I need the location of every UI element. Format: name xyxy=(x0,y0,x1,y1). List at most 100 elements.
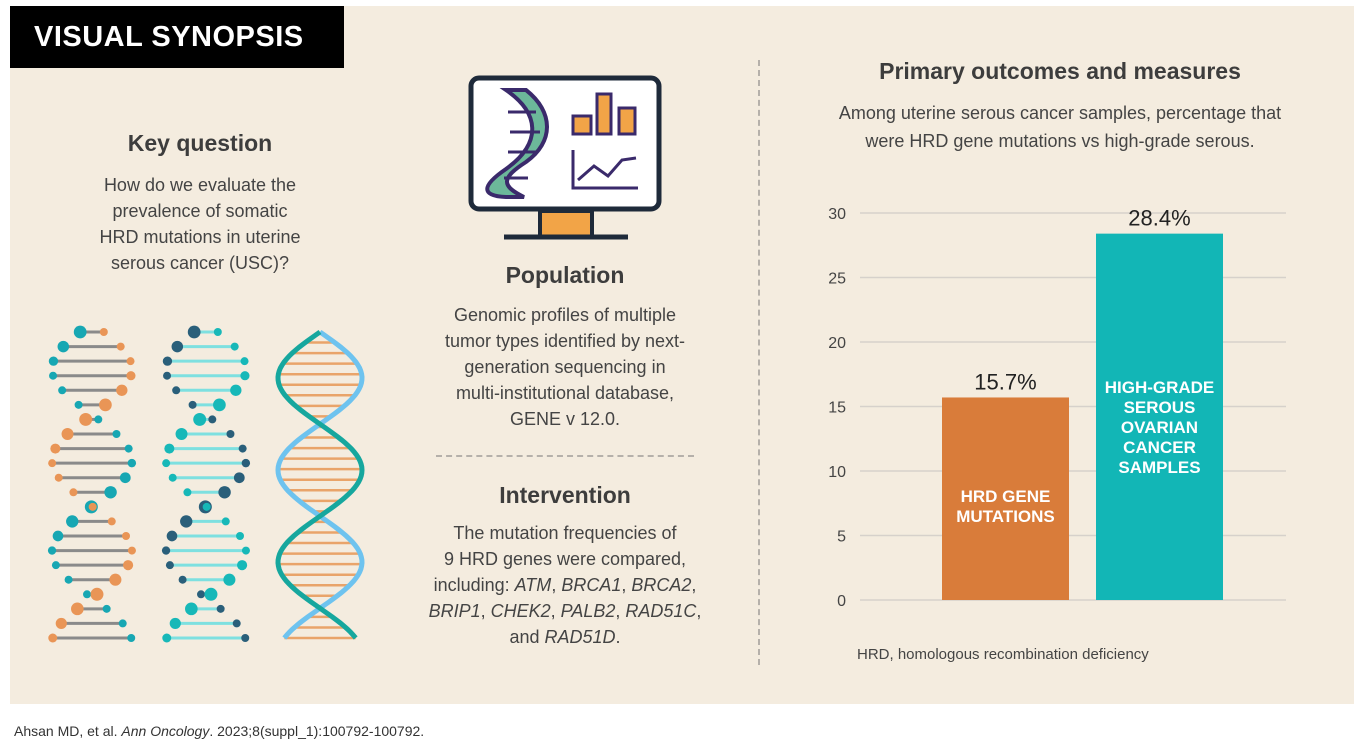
bar xyxy=(1096,233,1223,600)
dna-base xyxy=(218,486,231,499)
population-line: GENE v 12.0. xyxy=(509,409,621,429)
dna-base xyxy=(223,573,236,586)
dna-base xyxy=(208,415,217,424)
dna-base xyxy=(83,590,92,599)
dna-base xyxy=(241,458,251,468)
outcomes-subtitle: Among uterine serous cancer samples, per… xyxy=(780,99,1340,155)
dna-base xyxy=(168,473,177,482)
population-line: tumor types identified by next- xyxy=(444,331,686,351)
y-tick-label: 25 xyxy=(828,271,846,288)
dna-base xyxy=(118,619,127,628)
bar-category-label: HIGH-GRADE SEROUS OVARIAN CANCER SAMPLES xyxy=(1104,377,1215,477)
dna-base xyxy=(221,517,230,526)
gene-name: RAD51C xyxy=(625,601,697,621)
dna-base xyxy=(71,602,84,616)
dna-base xyxy=(107,517,116,526)
intervention-and: and xyxy=(509,627,540,647)
dna-base xyxy=(180,515,193,528)
dna-base xyxy=(127,634,136,642)
dna-base xyxy=(161,546,171,555)
y-tick-label: 10 xyxy=(828,464,846,481)
dna-base xyxy=(175,428,188,440)
gene-name: PALB2 xyxy=(560,601,616,621)
dna-base xyxy=(52,530,64,542)
dna-base xyxy=(164,443,175,454)
dna-base xyxy=(178,575,187,584)
visual-synopsis-badge: VISUAL SYNOPSIS xyxy=(10,6,344,68)
dna-base xyxy=(185,602,198,616)
y-tick-label: 30 xyxy=(828,206,846,223)
dna-base xyxy=(74,400,83,409)
dna-base xyxy=(237,560,248,571)
dna-base xyxy=(236,532,245,540)
dna-base xyxy=(54,473,63,482)
dna-base xyxy=(233,472,245,484)
dna-base xyxy=(226,430,235,438)
bar-value-label: 28.4% xyxy=(1128,206,1190,231)
dna-base xyxy=(172,386,181,395)
dna-strand xyxy=(275,329,365,640)
dna-strand xyxy=(275,329,365,640)
dna-base xyxy=(126,357,135,366)
dna-base xyxy=(183,488,192,497)
dna-base xyxy=(88,502,97,511)
key-question-line: serous cancer (USC)? xyxy=(110,253,290,273)
dna-base xyxy=(104,486,117,499)
dna-base xyxy=(64,575,73,584)
dna-base xyxy=(122,532,131,540)
intervention-end: . xyxy=(615,627,621,647)
dna-base xyxy=(116,384,128,396)
dna-base xyxy=(197,590,206,599)
dna-base xyxy=(50,443,61,454)
dna-base xyxy=(61,428,74,440)
dna-base xyxy=(47,546,57,555)
gene-name: BRCA2 xyxy=(631,575,692,595)
dna-base xyxy=(238,444,247,453)
bar xyxy=(942,397,1069,600)
gene-name: RAD51D xyxy=(544,627,616,647)
section-divider xyxy=(436,455,694,457)
dna-base xyxy=(51,561,60,570)
monitor-chart-icon xyxy=(468,75,662,240)
dna-base xyxy=(162,459,171,468)
dna-base xyxy=(126,371,136,381)
dna-base xyxy=(171,340,184,353)
population-line: generation sequencing in xyxy=(464,357,666,377)
gene-name: ATM xyxy=(514,575,552,595)
dna-base xyxy=(55,617,67,630)
dna-base xyxy=(162,356,173,366)
outcomes-subtitle-line: were HRD gene mutations vs high-grade se… xyxy=(865,131,1255,151)
intervention-genes-line: including: ATM, BRCA1, BRCA2, xyxy=(433,575,697,595)
outcomes-subtitle-line: Among uterine serous cancer samples, per… xyxy=(838,103,1282,123)
y-tick-label: 20 xyxy=(828,335,846,352)
intervention-title: Intervention xyxy=(499,482,631,508)
intervention-line: The mutation frequencies of xyxy=(453,523,677,543)
intervention-text: The mutation frequencies of 9 HRD genes … xyxy=(420,520,710,650)
key-question-line: How do we evaluate the xyxy=(103,175,297,195)
dna-base xyxy=(232,619,241,628)
y-tick-label: 15 xyxy=(828,400,846,417)
dna-base xyxy=(204,587,218,601)
outcomes-title: Primary outcomes and measures xyxy=(879,58,1241,84)
key-question-line: prevalence of somatic xyxy=(112,201,288,221)
bar-category-label: HRD GENE MUTATIONS xyxy=(956,486,1055,526)
citation-authors: Ahsan MD, et al. xyxy=(14,723,118,739)
dna-base xyxy=(90,587,104,601)
dna-base xyxy=(213,398,226,412)
key-question-title: Key question xyxy=(127,130,273,156)
citation-details: . 2023;8(suppl_1):100792-100792. xyxy=(209,723,425,739)
dna-base xyxy=(169,617,181,630)
dna-base xyxy=(166,530,178,542)
dna-base xyxy=(165,561,174,570)
dna-base xyxy=(48,459,57,468)
intervention-genes-line: and RAD51D. xyxy=(420,624,710,650)
population-line: Genomic profiles of multiple xyxy=(453,305,677,325)
column-divider xyxy=(758,60,760,665)
dna-base xyxy=(162,633,172,643)
dna-base xyxy=(57,340,70,353)
intervention-genes-line: BRIP1, CHEK2, PALB2, RAD51C, xyxy=(428,601,702,621)
dna-base xyxy=(116,342,125,351)
dna-base xyxy=(48,633,58,643)
gene-name: CHEK2 xyxy=(490,601,551,621)
dna-base xyxy=(187,325,201,339)
